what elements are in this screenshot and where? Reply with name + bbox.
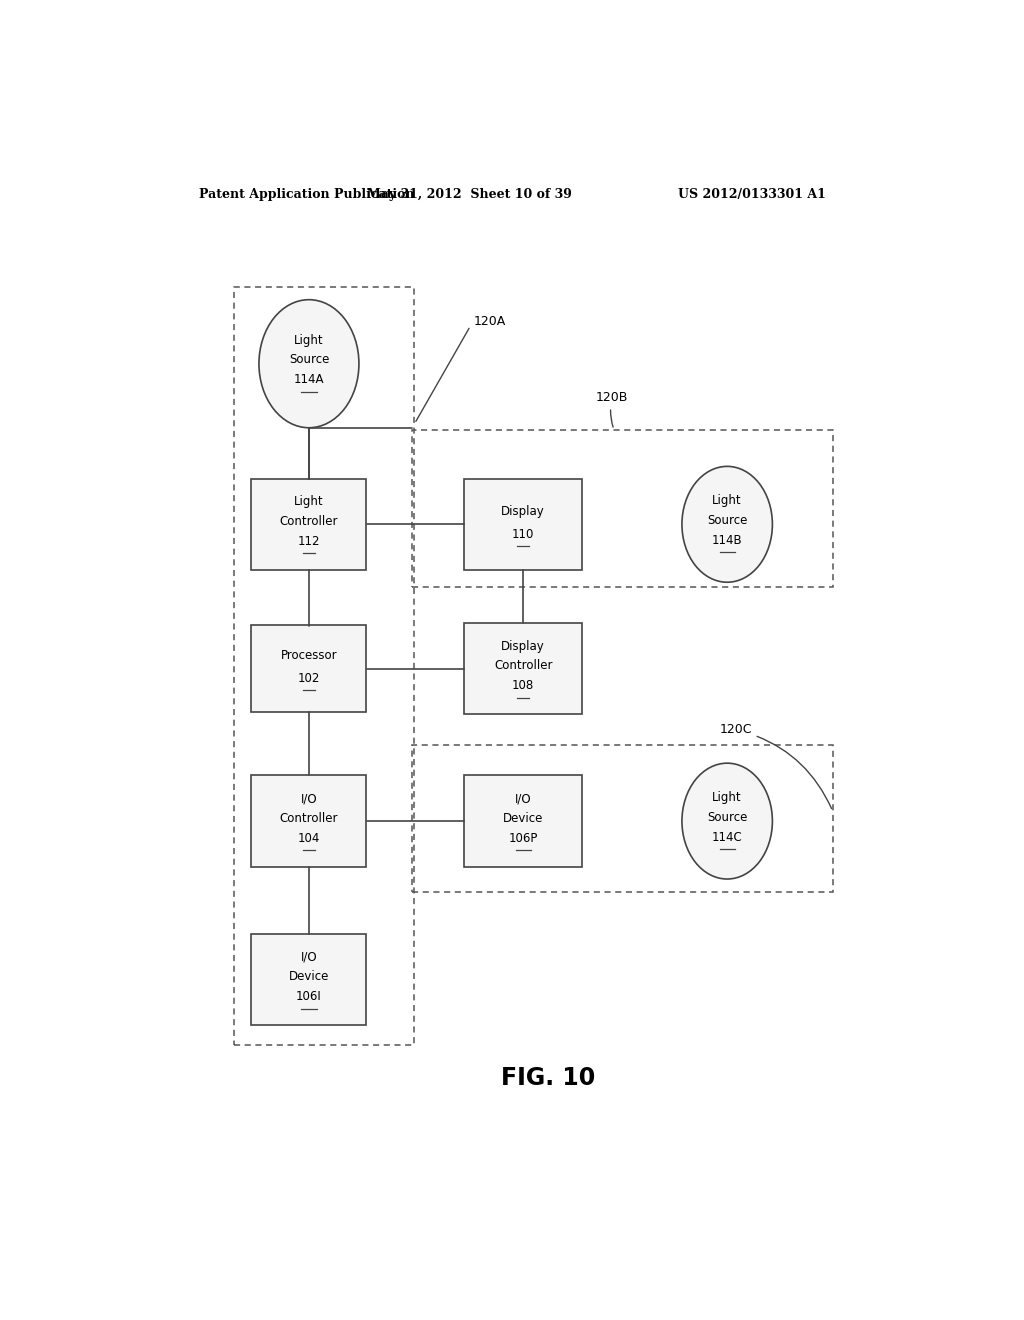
Text: Controller: Controller — [280, 812, 338, 825]
Circle shape — [682, 466, 772, 582]
Text: Display: Display — [502, 640, 545, 653]
Text: Display: Display — [502, 504, 545, 517]
Text: Device: Device — [289, 970, 329, 983]
Text: Device: Device — [503, 812, 544, 825]
FancyBboxPatch shape — [465, 479, 582, 570]
FancyBboxPatch shape — [252, 479, 367, 570]
Text: May 31, 2012  Sheet 10 of 39: May 31, 2012 Sheet 10 of 39 — [367, 189, 571, 202]
Text: 114B: 114B — [712, 535, 742, 546]
Text: 120A: 120A — [416, 314, 506, 421]
Text: I/O: I/O — [515, 792, 531, 805]
Text: 104: 104 — [298, 832, 321, 845]
Text: 114A: 114A — [294, 374, 325, 387]
Text: 110: 110 — [512, 528, 535, 541]
Text: FIG. 10: FIG. 10 — [502, 1067, 596, 1090]
Text: US 2012/0133301 A1: US 2012/0133301 A1 — [679, 189, 826, 202]
FancyBboxPatch shape — [465, 775, 582, 867]
Text: 106I: 106I — [296, 990, 322, 1003]
Text: Processor: Processor — [281, 649, 337, 661]
Circle shape — [259, 300, 359, 428]
Text: Source: Source — [289, 354, 329, 366]
Text: Light: Light — [294, 495, 324, 508]
Text: I/O: I/O — [301, 792, 317, 805]
Text: Source: Source — [707, 513, 748, 527]
Circle shape — [682, 763, 772, 879]
Text: I/O: I/O — [301, 950, 317, 964]
Text: 112: 112 — [298, 535, 321, 548]
FancyBboxPatch shape — [252, 775, 367, 867]
FancyBboxPatch shape — [465, 623, 582, 714]
Text: Light: Light — [713, 791, 742, 804]
Text: Controller: Controller — [280, 515, 338, 528]
Text: Source: Source — [707, 810, 748, 824]
FancyBboxPatch shape — [252, 935, 367, 1026]
Text: 106P: 106P — [509, 832, 538, 845]
Text: Patent Application Publication: Patent Application Publication — [200, 189, 415, 202]
Text: 102: 102 — [298, 672, 321, 685]
Text: Controller: Controller — [494, 659, 553, 672]
Text: Light: Light — [713, 495, 742, 507]
FancyBboxPatch shape — [252, 626, 367, 711]
Text: 120C: 120C — [719, 723, 831, 809]
Text: 114C: 114C — [712, 830, 742, 843]
Text: Light: Light — [294, 334, 324, 347]
Text: 108: 108 — [512, 680, 535, 693]
Text: 120B: 120B — [596, 391, 629, 428]
